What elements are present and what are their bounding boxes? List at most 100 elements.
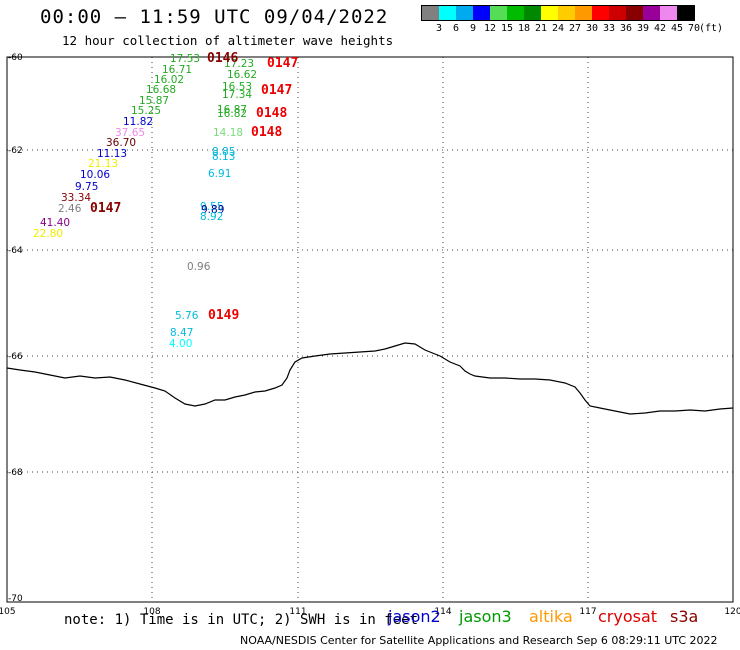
wave-height-value: 10.06 — [80, 169, 110, 181]
wave-height-value: 16.68 — [146, 84, 176, 96]
legend-label: (ft) — [698, 23, 724, 34]
latitude-label: -68 — [8, 468, 23, 478]
wave-height-value: 6.91 — [208, 168, 231, 180]
longitude-label: 114 — [434, 607, 451, 617]
legend-swatch — [439, 6, 456, 20]
wave-height-value: 14.18 — [213, 127, 243, 139]
wave-height-value: 9.89 — [201, 204, 224, 216]
pass-number-label: 0147 — [261, 83, 292, 98]
satellite-name-cryosat: cryosat — [598, 607, 658, 626]
legend-swatch — [575, 6, 592, 20]
wave-height-value: 16.02 — [154, 74, 184, 86]
legend-label: 27 — [568, 23, 582, 34]
pass-number-label: 0148 — [251, 125, 282, 140]
legend-swatch — [524, 6, 541, 20]
wave-height-value: 37.65 — [115, 127, 145, 139]
legend-label: 9 — [469, 23, 477, 34]
legend-swatch — [677, 6, 694, 20]
legend-swatch — [609, 6, 626, 20]
legend-label: 36 — [619, 23, 633, 34]
wave-height-value: 16.87 — [217, 104, 247, 116]
antarctic-coastline — [6, 342, 734, 415]
page-title: 00:00 – 11:59 UTC 09/04/2022 — [40, 6, 389, 28]
wave-height-value: 36.70 — [106, 137, 136, 149]
legend-label: 42 — [653, 23, 667, 34]
longitude-labels: 105 108 111 114 117 120 — [0, 607, 740, 617]
legend-label: 30 — [585, 23, 599, 34]
wave-height-value: 11.82 — [123, 116, 153, 128]
legend-label: 15 — [500, 23, 514, 34]
wave-height-value: 5.76 — [175, 310, 199, 322]
legend-swatch — [473, 6, 490, 20]
legend-label: 18 — [517, 23, 531, 34]
latitude-label: -64 — [8, 246, 23, 256]
wave-height-value: 8.13 — [212, 151, 235, 163]
wave-height-value: 8.47 — [170, 327, 193, 339]
wave-height-value: 16.62 — [227, 69, 257, 81]
wave-height-value: 11.13 — [97, 148, 127, 160]
wave-height-value: 8.92 — [200, 211, 223, 223]
wave-height-value: 16.53 — [222, 81, 252, 93]
pass-number-label: 0148 — [256, 106, 287, 121]
legend-swatch — [507, 6, 524, 20]
legend-label: 3 — [435, 23, 443, 34]
pass-number-label: 0147 — [90, 201, 121, 216]
wave-height-value: 4.00 — [169, 338, 192, 350]
legend-label: 6 — [452, 23, 460, 34]
wave-height-observations: 17.5316.7116.0216.6815.8715.2511.8237.65… — [33, 53, 257, 350]
legend-swatch — [643, 6, 660, 20]
satellite-name-jason2: jason2 — [388, 607, 441, 626]
footer-credit: NOAA/NESDIS Center for Satellite Applica… — [240, 634, 718, 647]
legend-swatch — [558, 6, 575, 20]
satellite-name-s3a: s3a — [670, 607, 699, 626]
wave-height-value: 2.46 — [58, 203, 82, 215]
satellite-pass-labels: 0146 0147 0147 0148 0148 0147 0149 — [90, 51, 298, 323]
lat-lon-grid — [7, 57, 733, 602]
pass-number-label: 0149 — [208, 308, 239, 323]
legend-swatch — [660, 6, 677, 20]
latitude-label: -62 — [8, 146, 23, 156]
legend-label: 45 — [670, 23, 684, 34]
page-subtitle: 12 hour collection of altimeter wave hei… — [62, 33, 394, 48]
latitude-label: -70 — [8, 594, 23, 604]
legend-label: 33 — [602, 23, 616, 34]
legend-color-scale — [421, 5, 695, 21]
legend-swatch — [626, 6, 643, 20]
longitude-label: 120 — [724, 607, 740, 617]
wave-height-color-legend: 3 6 9 12 15 18 21 24 27 30 33 36 39 42 45 70 (ft) — [421, 5, 723, 35]
wave-height-value: 17.53 — [170, 53, 200, 65]
map-frame — [6, 56, 734, 603]
wave-height-value: 17.23 — [224, 58, 254, 70]
wave-height-value: 41.40 — [40, 217, 70, 229]
longitude-label: 117 — [579, 607, 596, 617]
longitude-label: 111 — [289, 607, 306, 617]
wave-height-value: 17.34 — [222, 89, 252, 101]
satellite-name-jason3: jason3 — [459, 607, 512, 626]
wave-height-value: 0.96 — [187, 261, 211, 273]
wave-height-value: 22.80 — [33, 228, 63, 240]
latitude-label: -66 — [8, 352, 23, 362]
footer-note: note: 1) Time is in UTC; 2) SWH is in fe… — [64, 612, 419, 628]
pass-number-label: 0147 — [267, 56, 298, 71]
legend-label: 12 — [483, 23, 497, 34]
longitude-label: 108 — [143, 607, 160, 617]
legend-label: 70 — [687, 23, 701, 34]
wave-height-value: 9.75 — [75, 181, 98, 193]
latitude-labels: -60 -62 -64 -66 -68 -70 — [8, 53, 23, 604]
legend-labels: 3 6 9 12 15 18 21 24 27 30 33 36 39 42 45 70 (ft) — [421, 21, 723, 35]
pass-number-label: 0146 — [207, 51, 238, 66]
legend-label: 39 — [636, 23, 650, 34]
longitude-label: 105 — [0, 607, 16, 617]
wave-height-value: 16.71 — [162, 64, 192, 76]
legend-label: 24 — [551, 23, 565, 34]
wave-height-value: 21.13 — [88, 158, 118, 170]
wave-height-value: 33.34 — [61, 192, 91, 204]
legend-swatch — [541, 6, 558, 20]
wave-height-value: 15.87 — [139, 95, 169, 107]
legend-label: 21 — [534, 23, 548, 34]
legend-swatch — [490, 6, 507, 20]
wave-height-value: 16.82 — [217, 108, 247, 120]
wave-height-value: 15.25 — [131, 105, 161, 117]
satellite-name-altika: altika — [529, 607, 573, 626]
